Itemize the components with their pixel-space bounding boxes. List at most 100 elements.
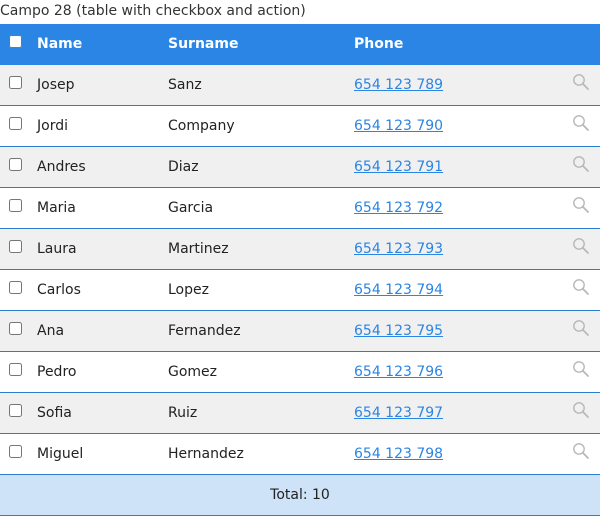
table-row: Pedro Gomez 654 123 796 xyxy=(0,352,600,393)
select-all-cell xyxy=(0,24,30,64)
row-action-cell xyxy=(566,434,596,474)
row-select-cell xyxy=(0,188,30,228)
search-icon[interactable] xyxy=(572,196,590,214)
row-select-cell xyxy=(0,270,30,310)
search-icon[interactable] xyxy=(572,237,590,255)
row-action-cell xyxy=(566,106,596,146)
row-select-cell xyxy=(0,106,30,146)
cell-name: Sofia xyxy=(37,405,72,421)
cell-name: Pedro xyxy=(37,364,77,380)
search-icon[interactable] xyxy=(572,319,590,337)
phone-link[interactable]: 654 123 796 xyxy=(354,364,444,380)
phone-link[interactable]: 654 123 790 xyxy=(354,118,444,134)
search-icon[interactable] xyxy=(572,114,590,132)
table-header-row: Name Surname Phone xyxy=(0,24,600,65)
row-checkbox[interactable] xyxy=(8,444,22,458)
row-action-cell xyxy=(566,393,596,433)
table-row: Carlos Lopez 654 123 794 xyxy=(0,270,600,311)
row-action-cell xyxy=(566,147,596,187)
cell-phone: 654 123 794 xyxy=(354,270,443,310)
table-row: Jordi Company 654 123 790 xyxy=(0,106,600,147)
row-checkbox[interactable] xyxy=(8,239,22,253)
cell-phone: 654 123 796 xyxy=(354,352,443,392)
search-icon[interactable] xyxy=(572,278,590,296)
data-table: Name Surname Phone Josep Sanz 654 123 789 J… xyxy=(0,24,600,516)
row-checkbox[interactable] xyxy=(8,362,22,376)
cell-phone: 654 123 790 xyxy=(354,106,443,146)
cell-surname: Ruiz xyxy=(168,405,198,421)
column-header-surname[interactable]: Surname xyxy=(168,36,239,52)
cell-surname: Company xyxy=(168,118,235,134)
phone-link[interactable]: 654 123 789 xyxy=(354,77,444,93)
table-footer: Total: 10 xyxy=(0,475,600,516)
table-row: Josep Sanz 654 123 789 xyxy=(0,65,600,106)
table-row: Andres Diaz 654 123 791 xyxy=(0,147,600,188)
phone-link[interactable]: 654 123 792 xyxy=(354,200,444,216)
cell-name: Josep xyxy=(37,77,75,93)
row-checkbox[interactable] xyxy=(8,75,22,89)
cell-name: Andres xyxy=(37,159,86,175)
search-icon[interactable] xyxy=(572,360,590,378)
row-select-cell xyxy=(0,65,30,105)
phone-link[interactable]: 654 123 798 xyxy=(354,446,444,462)
cell-phone: 654 123 792 xyxy=(354,188,443,228)
table-row: Ana Fernandez 654 123 795 xyxy=(0,311,600,352)
cell-phone: 654 123 795 xyxy=(354,311,443,351)
table-row: Sofia Ruiz 654 123 797 xyxy=(0,393,600,434)
row-select-cell xyxy=(0,147,30,187)
cell-name: Jordi xyxy=(37,118,68,134)
row-checkbox[interactable] xyxy=(8,157,22,171)
search-icon[interactable] xyxy=(572,155,590,173)
phone-link[interactable]: 654 123 793 xyxy=(354,241,444,257)
cell-surname: Garcia xyxy=(168,200,214,216)
cell-surname: Lopez xyxy=(168,282,209,298)
search-icon[interactable] xyxy=(572,401,590,419)
table-body: Josep Sanz 654 123 789 Jordi Company 654 123 … xyxy=(0,65,600,475)
cell-phone: 654 123 798 xyxy=(354,434,443,474)
cell-surname: Fernandez xyxy=(168,323,241,339)
field-title: Campo 28 (table with checkbox and action… xyxy=(0,3,306,19)
table-row: Miguel Hernandez 654 123 798 xyxy=(0,434,600,475)
select-all-checkbox[interactable] xyxy=(8,34,22,48)
table-row: Laura Martinez 654 123 793 xyxy=(0,229,600,270)
row-select-cell xyxy=(0,311,30,351)
row-select-cell xyxy=(0,393,30,433)
row-checkbox[interactable] xyxy=(8,321,22,335)
row-action-cell xyxy=(566,65,596,105)
cell-name: Maria xyxy=(37,200,76,216)
cell-surname: Sanz xyxy=(168,77,202,93)
cell-name: Ana xyxy=(37,323,65,339)
row-select-cell xyxy=(0,434,30,474)
cell-surname: Hernandez xyxy=(168,446,244,462)
cell-surname: Martinez xyxy=(168,241,229,257)
cell-phone: 654 123 789 xyxy=(354,65,443,105)
cell-name: Laura xyxy=(37,241,77,257)
cell-name: Miguel xyxy=(37,446,84,462)
phone-link[interactable]: 654 123 794 xyxy=(354,282,444,298)
row-checkbox[interactable] xyxy=(8,280,22,294)
cell-surname: Diaz xyxy=(168,159,199,175)
total-count: Total: 10 xyxy=(270,487,330,503)
phone-link[interactable]: 654 123 791 xyxy=(354,159,444,175)
row-action-cell xyxy=(566,229,596,269)
phone-link[interactable]: 654 123 797 xyxy=(354,405,444,421)
phone-link[interactable]: 654 123 795 xyxy=(354,323,444,339)
column-header-name[interactable]: Name xyxy=(37,36,83,52)
row-action-cell xyxy=(566,352,596,392)
row-checkbox[interactable] xyxy=(8,198,22,212)
row-action-cell xyxy=(566,188,596,228)
table-row: Maria Garcia 654 123 792 xyxy=(0,188,600,229)
cell-phone: 654 123 793 xyxy=(354,229,443,269)
cell-name: Carlos xyxy=(37,282,81,298)
search-icon[interactable] xyxy=(572,73,590,91)
search-icon[interactable] xyxy=(572,442,590,460)
cell-surname: Gomez xyxy=(168,364,218,380)
row-select-cell xyxy=(0,352,30,392)
column-header-phone[interactable]: Phone xyxy=(354,36,404,52)
row-checkbox[interactable] xyxy=(8,403,22,417)
cell-phone: 654 123 791 xyxy=(354,147,443,187)
row-action-cell xyxy=(566,311,596,351)
row-action-cell xyxy=(566,270,596,310)
row-checkbox[interactable] xyxy=(8,116,22,130)
row-select-cell xyxy=(0,229,30,269)
